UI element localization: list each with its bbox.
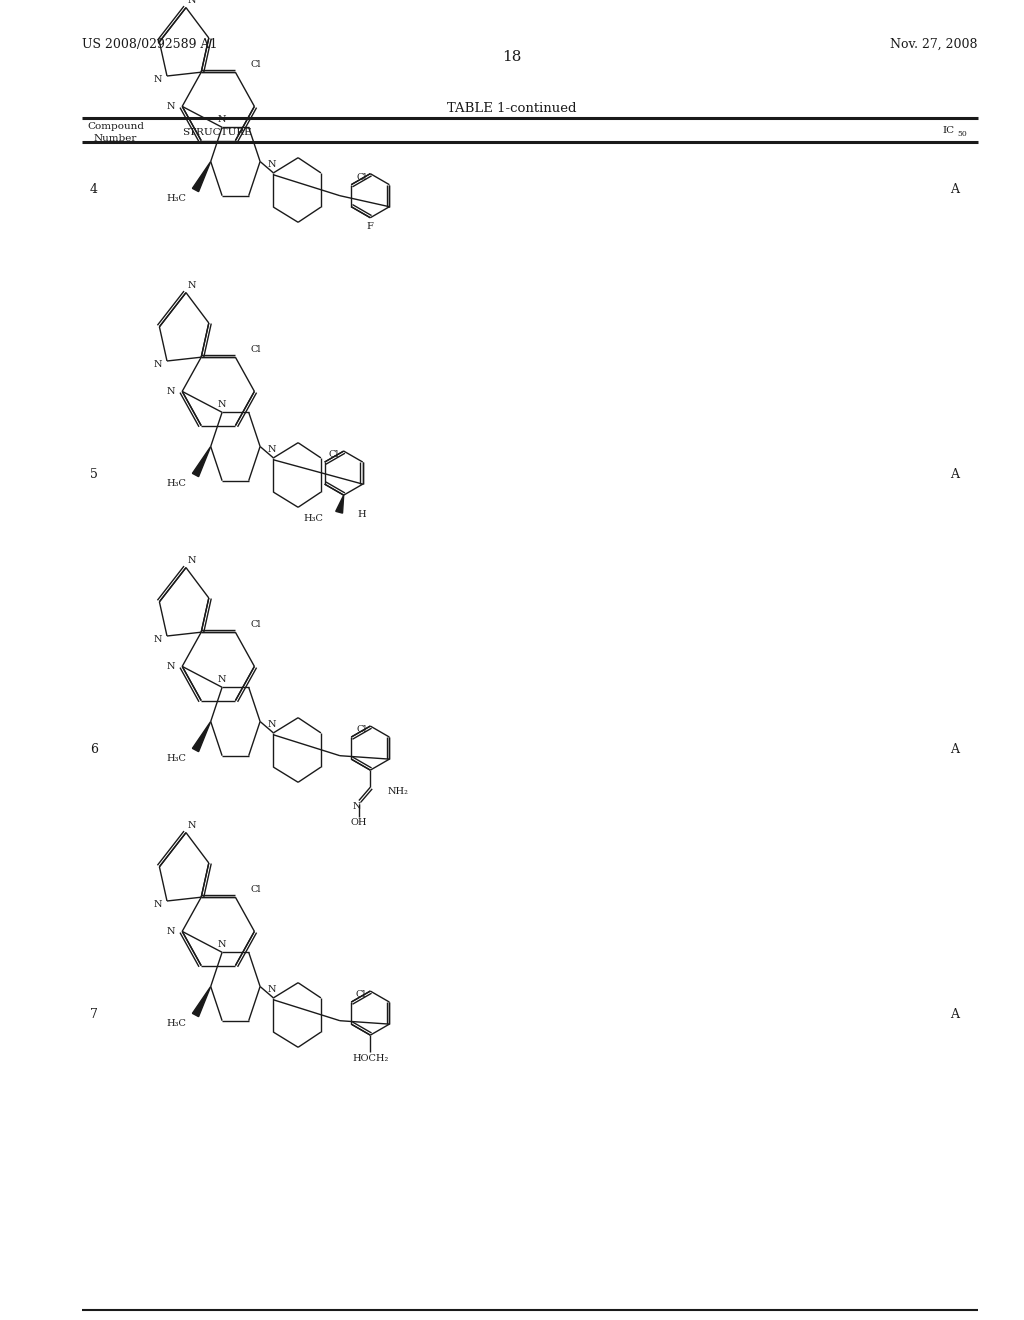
Text: HOCH₂: HOCH₂ bbox=[352, 1055, 388, 1063]
Text: N: N bbox=[218, 115, 226, 124]
Text: N: N bbox=[187, 0, 196, 5]
Text: Cl: Cl bbox=[357, 173, 368, 182]
Text: A: A bbox=[950, 469, 959, 480]
Text: 18: 18 bbox=[503, 50, 521, 63]
Text: N: N bbox=[267, 445, 275, 454]
Text: Cl: Cl bbox=[251, 61, 261, 69]
Text: Number: Number bbox=[94, 135, 137, 143]
Text: N: N bbox=[167, 927, 175, 936]
Text: 7: 7 bbox=[90, 1008, 98, 1020]
Text: H₃C: H₃C bbox=[166, 754, 186, 763]
Text: N: N bbox=[154, 360, 162, 370]
Text: N: N bbox=[154, 635, 162, 644]
Text: N: N bbox=[187, 821, 196, 830]
Text: A: A bbox=[950, 1008, 959, 1020]
Text: Cl: Cl bbox=[251, 620, 261, 630]
Text: N: N bbox=[218, 940, 226, 949]
Text: N: N bbox=[167, 387, 175, 396]
Polygon shape bbox=[193, 446, 211, 477]
Text: N: N bbox=[167, 661, 175, 671]
Text: H₃C: H₃C bbox=[166, 1019, 186, 1028]
Text: N: N bbox=[187, 556, 196, 565]
Text: TABLE 1-continued: TABLE 1-continued bbox=[447, 102, 577, 115]
Text: STRUCTURE: STRUCTURE bbox=[182, 128, 252, 137]
Text: N: N bbox=[267, 160, 275, 169]
Text: Cl: Cl bbox=[357, 725, 368, 734]
Text: N: N bbox=[154, 900, 162, 909]
Text: A: A bbox=[950, 743, 959, 756]
Text: N: N bbox=[154, 75, 162, 84]
Text: N: N bbox=[267, 719, 275, 729]
Text: H₃C: H₃C bbox=[166, 479, 186, 488]
Text: N: N bbox=[267, 985, 275, 994]
Polygon shape bbox=[193, 161, 211, 191]
Text: 50: 50 bbox=[957, 129, 968, 139]
Text: A: A bbox=[950, 183, 959, 195]
Text: H₃C: H₃C bbox=[303, 515, 323, 523]
Text: H₃C: H₃C bbox=[166, 194, 186, 203]
Text: Cl: Cl bbox=[251, 886, 261, 894]
Text: N: N bbox=[352, 801, 361, 810]
Text: N: N bbox=[167, 102, 175, 111]
Text: Nov. 27, 2008: Nov. 27, 2008 bbox=[891, 38, 978, 51]
Polygon shape bbox=[193, 722, 211, 751]
Text: Compound: Compound bbox=[87, 121, 144, 131]
Text: 6: 6 bbox=[90, 743, 98, 756]
Polygon shape bbox=[193, 986, 211, 1016]
Text: Cl: Cl bbox=[355, 990, 366, 999]
Text: IC: IC bbox=[942, 125, 954, 135]
Text: N: N bbox=[218, 400, 226, 409]
Text: OH: OH bbox=[350, 817, 368, 826]
Text: N: N bbox=[187, 281, 196, 290]
Text: US 2008/0292589 A1: US 2008/0292589 A1 bbox=[82, 38, 217, 51]
Text: 5: 5 bbox=[90, 469, 98, 480]
Text: 4: 4 bbox=[90, 183, 98, 195]
Text: NH₂: NH₂ bbox=[387, 787, 409, 796]
Text: N: N bbox=[218, 676, 226, 684]
Text: Cl: Cl bbox=[329, 450, 339, 459]
Text: F: F bbox=[367, 222, 374, 231]
Text: Cl: Cl bbox=[251, 345, 261, 354]
Polygon shape bbox=[336, 495, 344, 513]
Text: H: H bbox=[357, 510, 366, 519]
